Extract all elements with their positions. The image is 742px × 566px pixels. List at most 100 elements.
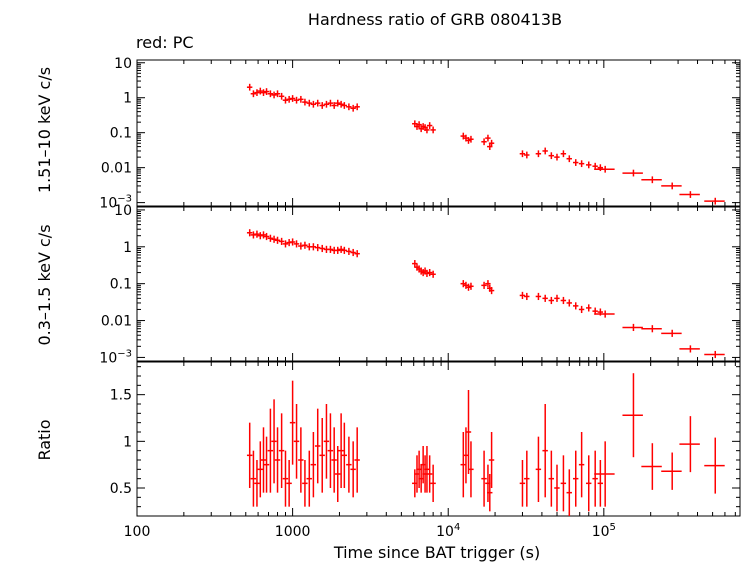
data-point-ratio-63 xyxy=(679,416,700,473)
data-point-hard-18 xyxy=(314,99,321,107)
data-point-soft-0 xyxy=(246,229,253,237)
panel-frame-ratio xyxy=(136,361,741,517)
data-point-soft-4 xyxy=(260,231,267,239)
data-point-hard-25 xyxy=(341,102,347,109)
data-point-ratio-37 xyxy=(430,464,436,502)
data-point-hard-28 xyxy=(354,103,360,111)
data-point-soft-36 xyxy=(426,268,433,277)
data-point-ratio-16 xyxy=(306,450,312,507)
data-point-soft-64 xyxy=(704,350,725,359)
y-axis-label-ratio: Ratio xyxy=(35,419,54,460)
panel-frame-soft xyxy=(136,206,741,362)
data-point-soft-43 xyxy=(485,280,491,288)
data-point-soft-48 xyxy=(535,292,542,301)
panel-frames xyxy=(136,59,741,517)
data-point-soft-63 xyxy=(679,345,700,353)
data-point-ratio-22 xyxy=(331,427,337,493)
data-point-hard-9 xyxy=(278,92,285,100)
x-tick-label: 1000 xyxy=(275,524,311,540)
data-point-soft-28 xyxy=(354,250,360,258)
data-point-soft-62 xyxy=(661,329,682,337)
data-point-hard-12 xyxy=(289,95,296,102)
data-point-hard-1 xyxy=(250,90,257,98)
data-point-hard-21 xyxy=(327,99,334,107)
data-point-hard-48 xyxy=(535,150,542,158)
data-point-hard-58 xyxy=(597,164,604,172)
data-point-hard-5 xyxy=(263,88,270,95)
data-point-ratio-44 xyxy=(487,474,493,512)
data-point-soft-10 xyxy=(282,240,289,248)
data-point-ratio-9 xyxy=(278,413,285,488)
data-point-hard-14 xyxy=(298,95,304,103)
data-point-ratio-8 xyxy=(274,427,281,493)
x-tick-label: 100 xyxy=(124,524,151,540)
data-point-soft-26 xyxy=(346,247,352,255)
data-point-hard-53 xyxy=(566,155,572,163)
data-point-hard-8 xyxy=(274,90,281,98)
data-point-hard-55 xyxy=(578,160,585,168)
data-point-ratio-20 xyxy=(323,404,330,479)
data-point-ratio-24 xyxy=(338,413,344,488)
data-point-ratio-46 xyxy=(519,460,526,507)
data-point-ratio-14 xyxy=(298,427,304,493)
y-tick-label-soft: 0.1 xyxy=(110,277,132,293)
data-point-hard-31 xyxy=(416,121,422,129)
data-point-soft-9 xyxy=(278,237,285,245)
data-point-soft-19 xyxy=(319,244,325,253)
data-point-soft-15 xyxy=(302,241,308,249)
x-axis-label: Time since BAT trigger (s) xyxy=(333,543,540,562)
data-point-hard-37 xyxy=(430,126,436,134)
data-point-soft-35 xyxy=(424,269,430,277)
data-point-hard-60 xyxy=(622,169,643,177)
y-axis-label-hard: 1.51–10 keV c/s xyxy=(35,67,54,193)
data-point-ratio-28 xyxy=(354,427,360,493)
data-point-ratio-26 xyxy=(346,436,352,493)
data-point-ratio-17 xyxy=(310,432,317,498)
data-point-hard-0 xyxy=(246,83,253,91)
data-point-ratio-56 xyxy=(585,455,592,512)
data-point-ratio-54 xyxy=(572,450,579,507)
data-point-soft-37 xyxy=(430,270,436,278)
y-tick-label-hard: 10 xyxy=(114,56,132,72)
data-point-soft-8 xyxy=(274,236,281,244)
data-point-hard-16 xyxy=(306,99,312,107)
data-point-soft-54 xyxy=(572,302,579,310)
data-point-hard-56 xyxy=(585,161,592,169)
panel-frame-hard xyxy=(136,59,741,207)
data-point-hard-4 xyxy=(260,89,267,97)
data-point-hard-61 xyxy=(641,176,662,184)
data-point-hard-63 xyxy=(679,191,700,198)
data-point-hard-51 xyxy=(554,153,560,161)
data-point-ratio-3 xyxy=(257,441,263,498)
y-tick-label-hard: 10−3 xyxy=(99,194,132,212)
data-point-ratio-53 xyxy=(566,469,572,516)
data-point-soft-51 xyxy=(554,294,560,302)
data-point-hard-57 xyxy=(592,162,598,170)
data-point-ratio-50 xyxy=(548,450,555,507)
data-point-soft-2 xyxy=(254,230,260,238)
data-point-ratio-15 xyxy=(302,460,308,507)
y-tick-label-hard: 1 xyxy=(123,91,132,107)
data-point-soft-46 xyxy=(519,291,526,300)
data-point-hard-3 xyxy=(257,87,263,95)
legend-label: red: PC xyxy=(136,33,194,52)
data-point-soft-24 xyxy=(338,245,344,253)
data-point-soft-18 xyxy=(314,244,321,252)
y-tick-label-hard: 0.1 xyxy=(110,126,132,142)
data-point-soft-52 xyxy=(560,296,567,305)
data-point-soft-42 xyxy=(481,281,487,289)
data-point-ratio-25 xyxy=(341,422,347,488)
data-point-soft-60 xyxy=(622,323,643,332)
data-point-hard-15 xyxy=(302,98,308,106)
data-point-hard-52 xyxy=(560,150,567,158)
data-point-hard-49 xyxy=(542,147,548,155)
data-point-ratio-21 xyxy=(327,413,334,488)
data-point-soft-47 xyxy=(524,292,530,301)
data-point-hard-6 xyxy=(267,90,274,98)
data-point-ratio-35 xyxy=(424,446,430,493)
data-point-hard-45 xyxy=(488,139,495,147)
data-point-hard-36 xyxy=(426,122,433,129)
data-point-hard-35 xyxy=(424,126,430,134)
data-point-ratio-55 xyxy=(578,432,585,498)
data-point-ratio-13 xyxy=(293,404,300,479)
